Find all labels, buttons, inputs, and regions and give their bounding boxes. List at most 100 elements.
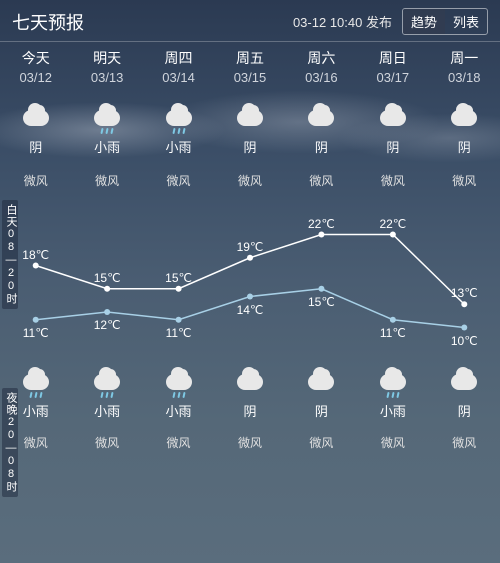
day-wind-text: 微风 [71, 172, 142, 189]
tab-list[interactable]: 列表 [445, 9, 487, 34]
publish-time: 03-12 10:40 发布 [293, 12, 392, 31]
overcast-icon [429, 103, 500, 133]
light-rain-icon [71, 103, 142, 133]
tab-trend[interactable]: 趋势 [403, 9, 445, 34]
day-wind-cell: 微风 [214, 172, 285, 189]
day-header[interactable]: 周一 03/18 [429, 48, 500, 85]
temp-high-label: 19℃ [237, 240, 264, 254]
overcast-icon [0, 103, 71, 133]
night-cond-text: 阴 [286, 401, 357, 420]
night-cond-text: 阴 [214, 401, 285, 420]
temp-low-label: 11℃ [166, 326, 192, 340]
day-wind-cell: 微风 [71, 172, 142, 189]
temp-high-label: 15℃ [94, 271, 121, 285]
day-wind-cell: 微风 [0, 172, 71, 189]
day-cond-cell: 小雨 [143, 103, 214, 156]
night-cond-cell: 阴 [214, 367, 285, 420]
night-cond-text: 小雨 [357, 401, 428, 420]
temp-low-label: 12℃ [94, 318, 121, 332]
day-wind-cell: 微风 [429, 172, 500, 189]
night-cond-cell: 小雨 [143, 367, 214, 420]
overcast-icon [286, 103, 357, 133]
page-title: 七天预报 [12, 9, 84, 35]
temp-high-label: 15℃ [165, 271, 192, 285]
temp-high-label: 13℃ [451, 286, 478, 300]
day-wind-cell: 微风 [143, 172, 214, 189]
day-header-row: 今天 03/12 明天 03/13 周四 03/14 周五 03/15 周六 0… [0, 42, 500, 85]
day-wind-cell: 微风 [357, 172, 428, 189]
day-name: 周一 [429, 48, 500, 68]
overcast-icon [286, 367, 357, 397]
day-header[interactable]: 明天 03/13 [71, 48, 142, 85]
temp-low-label: 11℃ [23, 326, 49, 340]
temp-low-label: 11℃ [380, 326, 406, 340]
day-name: 周六 [286, 48, 357, 68]
night-cond-cell: 小雨 [71, 367, 142, 420]
night-wind-text: 微风 [357, 434, 428, 451]
night-wind-row: 微风 微风 微风 微风 微风 微风 微风 [0, 434, 500, 451]
day-cond-cell: 阴 [0, 103, 71, 156]
day-name: 明天 [71, 48, 142, 68]
night-cond-text: 阴 [429, 401, 500, 420]
day-cond-text: 阴 [357, 137, 428, 156]
day-cond-cell: 小雨 [71, 103, 142, 156]
overcast-icon [429, 367, 500, 397]
night-wind-text: 微风 [143, 434, 214, 451]
day-cond-text: 阴 [286, 137, 357, 156]
day-header[interactable]: 今天 03/12 [0, 48, 71, 85]
day-header[interactable]: 周五 03/15 [214, 48, 285, 85]
night-wind-text: 微风 [429, 434, 500, 451]
day-wind-text: 微风 [286, 172, 357, 189]
overcast-icon [357, 103, 428, 133]
day-condition-row: 阴 小雨 小雨 阴 阴 阴 阴 [0, 103, 500, 156]
day-wind-text: 微风 [357, 172, 428, 189]
day-date: 03/17 [357, 70, 428, 85]
night-wind-text: 微风 [286, 434, 357, 451]
night-condition-row: 小雨 小雨 小雨 阴 阴 小雨 阴 [0, 367, 500, 420]
light-rain-icon [143, 103, 214, 133]
day-cond-text: 阴 [214, 137, 285, 156]
night-cond-cell: 阴 [286, 367, 357, 420]
day-wind-row: 微风 微风 微风 微风 微风 微风 微风 [0, 172, 500, 189]
day-date: 03/18 [429, 70, 500, 85]
temp-low-label: 15℃ [308, 295, 335, 309]
day-wind-cell: 微风 [286, 172, 357, 189]
day-name: 周五 [214, 48, 285, 68]
day-wind-text: 微风 [429, 172, 500, 189]
night-wind-cell: 微风 [214, 434, 285, 451]
overcast-icon [214, 103, 285, 133]
temp-high-label: 22℃ [379, 217, 406, 231]
light-rain-icon [71, 367, 142, 397]
view-tabs: 趋势 列表 [402, 8, 488, 35]
day-wind-text: 微风 [214, 172, 285, 189]
temp-high-label: 22℃ [308, 217, 335, 231]
chart-svg [0, 201, 500, 361]
day-header[interactable]: 周四 03/14 [143, 48, 214, 85]
day-date: 03/13 [71, 70, 142, 85]
night-wind-cell: 微风 [357, 434, 428, 451]
day-date: 03/16 [286, 70, 357, 85]
night-wind-text: 微风 [214, 434, 285, 451]
night-cond-text: 小雨 [143, 401, 214, 420]
header: 七天预报 03-12 10:40 发布 趋势 列表 [0, 0, 500, 42]
day-name: 周四 [143, 48, 214, 68]
night-wind-cell: 微风 [143, 434, 214, 451]
night-wind-cell: 微风 [71, 434, 142, 451]
night-wind-cell: 微风 [286, 434, 357, 451]
day-header[interactable]: 周六 03/16 [286, 48, 357, 85]
day-date: 03/15 [214, 70, 285, 85]
day-cond-text: 阴 [429, 137, 500, 156]
day-header[interactable]: 周日 03/17 [357, 48, 428, 85]
day-date: 03/12 [0, 70, 71, 85]
night-cond-cell: 小雨 [357, 367, 428, 420]
night-wind-text: 微风 [71, 434, 142, 451]
header-right: 03-12 10:40 发布 趋势 列表 [293, 8, 488, 35]
day-cond-cell: 阴 [286, 103, 357, 156]
day-cond-cell: 阴 [429, 103, 500, 156]
day-wind-text: 微风 [143, 172, 214, 189]
light-rain-icon [357, 367, 428, 397]
night-cond-cell: 阴 [429, 367, 500, 420]
day-cond-text: 小雨 [143, 137, 214, 156]
side-label-night: 夜晚20—08时 [2, 388, 18, 497]
temperature-chart: 18℃11℃15℃12℃15℃11℃19℃14℃22℃15℃22℃11℃13℃1… [0, 201, 500, 361]
